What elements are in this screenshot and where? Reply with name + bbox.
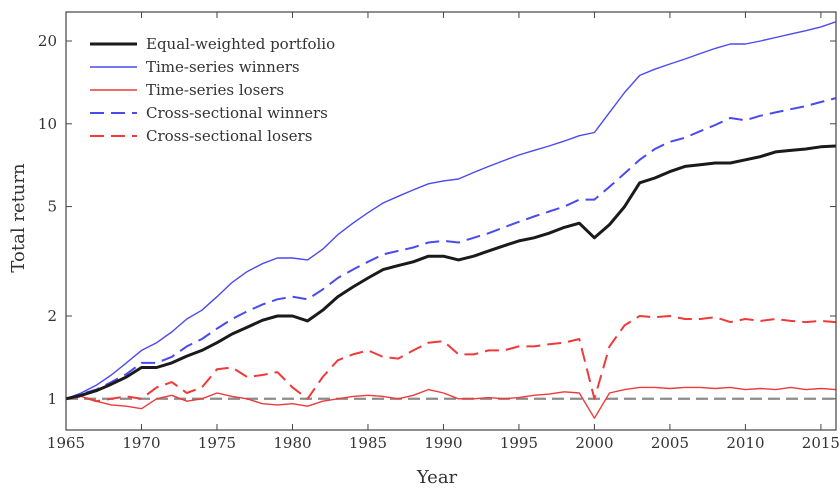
x-tick-label: 1975 (198, 434, 236, 452)
legend-label: Equal-weighted portfolio (146, 35, 335, 53)
x-axis-label: Year (416, 467, 458, 488)
x-tick-label: 1965 (47, 434, 85, 452)
legend-label: Cross-sectional losers (146, 127, 312, 145)
axis-ticks: 1965 1970 1975 1980 1985 1990 1995 2000 2005 2010… (38, 12, 840, 452)
y-tick-label: 1 (47, 390, 57, 408)
series-line-cross-sectional-winners (66, 97, 836, 400)
y-tick-label: 2 (47, 307, 57, 325)
x-tick-label: 2015 (802, 434, 840, 452)
plot-lines (66, 21, 836, 419)
legend-label: Time-series losers (146, 81, 284, 99)
series-line-time-series-losers (66, 386, 836, 419)
y-tick-label: 5 (47, 198, 57, 216)
x-tick-label: 1985 (349, 434, 387, 452)
y-axis-label: Total return (8, 163, 29, 273)
series-line-equal-weighted-portfolio (66, 144, 836, 401)
legend-label: Time-series winners (146, 58, 300, 76)
plot-frame (65, 11, 837, 431)
x-tick-label: 2005 (651, 434, 689, 452)
x-tick-label: 2010 (726, 434, 764, 452)
x-tick-label: 1970 (122, 434, 160, 452)
legend: Equal-weighted portfolio Time-series winn… (90, 35, 335, 145)
x-tick-label: 1995 (500, 434, 538, 452)
x-tick-label: 1990 (424, 434, 462, 452)
x-tick-label: 2000 (575, 434, 613, 452)
legend-label: Cross-sectional winners (146, 104, 328, 122)
x-tick-label: 1980 (273, 434, 311, 452)
series-line-cross-sectional-losers (66, 315, 836, 403)
y-tick-label: 20 (38, 32, 57, 50)
y-tick-label: 10 (38, 115, 57, 133)
series-line-time-series-winners (66, 21, 836, 400)
